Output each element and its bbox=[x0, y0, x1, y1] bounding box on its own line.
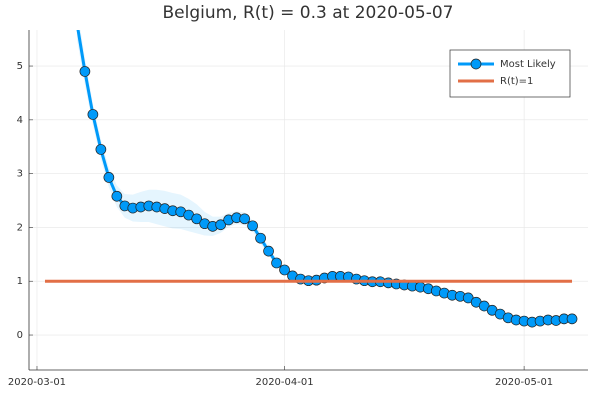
legend-marker bbox=[470, 58, 482, 70]
marker bbox=[215, 219, 227, 231]
y-tick-label: 1 bbox=[17, 276, 23, 287]
marker bbox=[271, 257, 282, 269]
marker bbox=[566, 313, 578, 325]
marker bbox=[239, 213, 250, 225]
y-tick-label: 4 bbox=[17, 115, 23, 126]
x-tick-label: 2020-03-01 bbox=[8, 377, 66, 388]
legend-label: Most Likely bbox=[500, 59, 556, 70]
legend-box bbox=[449, 49, 571, 98]
legend-label: R(t)=1 bbox=[500, 76, 533, 87]
marker bbox=[111, 190, 123, 202]
marker bbox=[103, 172, 115, 183]
marker bbox=[79, 66, 91, 77]
marker bbox=[191, 213, 203, 225]
marker bbox=[87, 109, 99, 120]
chart-title: Belgium, R(t) = 0.3 at 2020-05-07 bbox=[162, 3, 453, 23]
marker bbox=[279, 264, 290, 276]
y-tick-label: 2 bbox=[17, 222, 23, 233]
x-tick-label: 2020-04-01 bbox=[255, 377, 313, 388]
marker bbox=[255, 232, 266, 244]
marker bbox=[263, 245, 274, 257]
y-tick-label: 3 bbox=[17, 169, 23, 180]
marker bbox=[95, 144, 107, 155]
marker bbox=[72, 18, 82, 28]
plot-area bbox=[44, 18, 578, 328]
y-tick-label: 5 bbox=[17, 61, 23, 72]
marker bbox=[247, 220, 258, 232]
x-tick-label: 2020-05-01 bbox=[495, 377, 553, 388]
y-tick-label: 0 bbox=[17, 330, 23, 341]
